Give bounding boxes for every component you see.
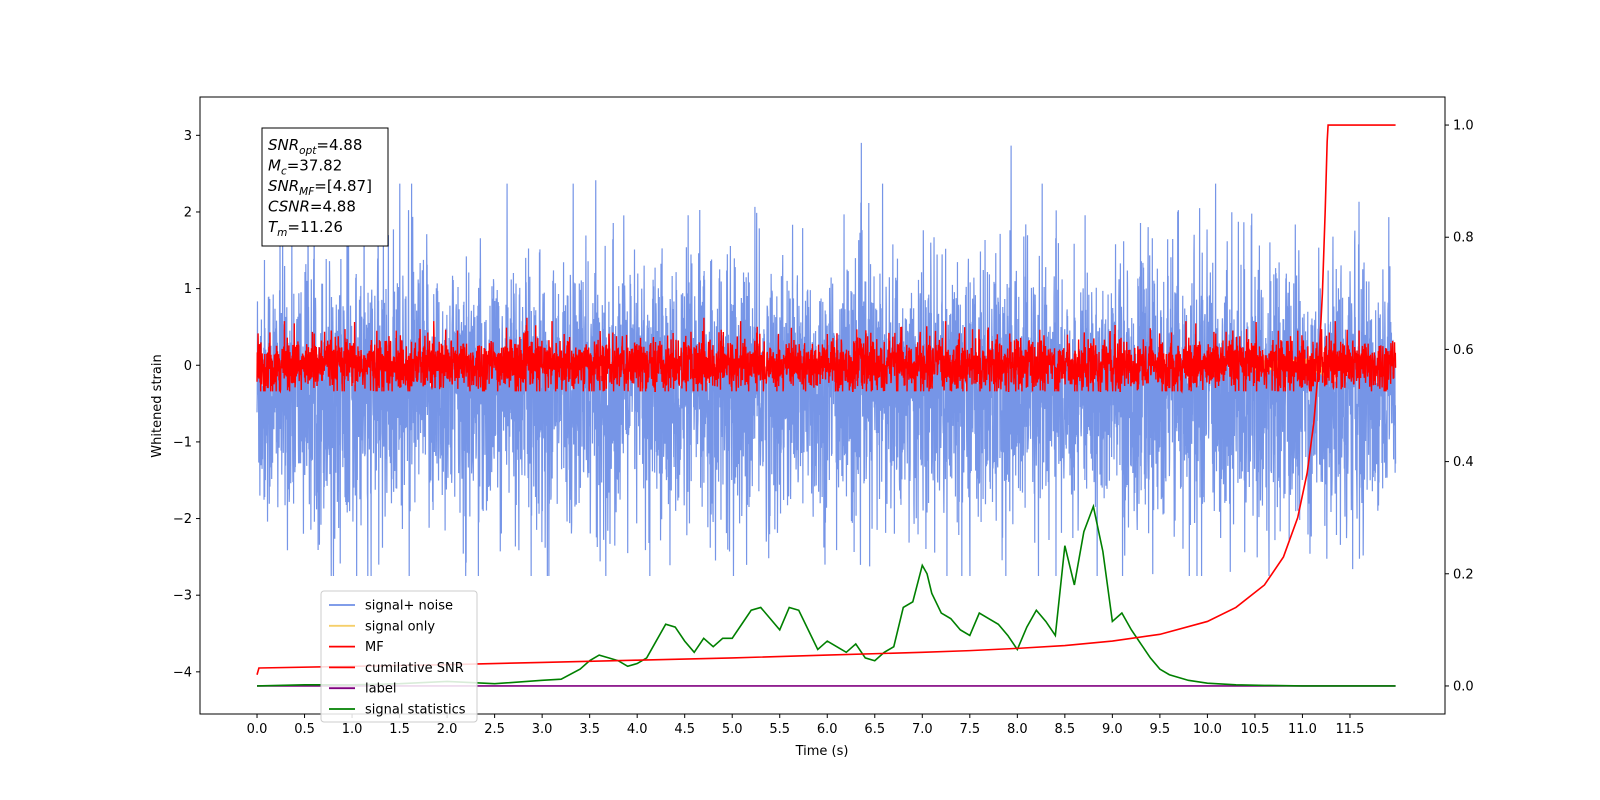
x-tick-label: 9.0 bbox=[1102, 722, 1123, 737]
legend-box bbox=[320, 590, 478, 723]
annotation-line: Mc=37.82 bbox=[268, 157, 342, 178]
x-tick-label: 3.0 bbox=[532, 722, 553, 737]
x-tick-label: 0.5 bbox=[294, 722, 315, 737]
y-tick-label: −2 bbox=[173, 512, 192, 527]
y2-tick-label: 0.0 bbox=[1453, 679, 1474, 694]
y2-tick-label: 1.0 bbox=[1453, 119, 1474, 134]
stats-annotation: SNRopt=4.88Mc=37.82SNRMF=[4.87]CSNR=4.88… bbox=[261, 127, 389, 247]
y-tick-label: 0 bbox=[184, 359, 192, 374]
y-tick-label: 2 bbox=[184, 205, 192, 220]
x-axis-label: Time (s) bbox=[795, 744, 849, 759]
legend-entry: signal only bbox=[365, 619, 435, 634]
y-tick-label: −1 bbox=[173, 435, 192, 450]
series-mf bbox=[256, 317, 1397, 394]
x-tick-label: 6.5 bbox=[864, 722, 885, 737]
annotation-box bbox=[261, 127, 389, 247]
series-signal-statistics bbox=[257, 503, 1396, 687]
legend-entry: label bbox=[365, 682, 396, 697]
x-tick-label: 8.0 bbox=[1007, 722, 1028, 737]
y2-tick-label: 0.2 bbox=[1453, 567, 1474, 582]
y2-tick-label: 0.6 bbox=[1453, 343, 1474, 358]
x-tick-label: 7.5 bbox=[959, 722, 980, 737]
x-tick-label: 9.5 bbox=[1150, 722, 1171, 737]
y2-tick-label: 0.8 bbox=[1453, 231, 1474, 246]
x-tick-label: 0.0 bbox=[247, 722, 268, 737]
y-tick-label: 3 bbox=[184, 129, 192, 144]
x-tick-label: 1.5 bbox=[389, 722, 410, 737]
legend-entry: signal+ noise bbox=[365, 599, 453, 614]
x-tick-label: 2.5 bbox=[484, 722, 505, 737]
x-tick-label: 5.5 bbox=[769, 722, 790, 737]
y2-axis: 1.0 0.8 0.6 0.4 0.2 0.0 bbox=[1445, 119, 1474, 694]
y-tick-label: −3 bbox=[173, 589, 192, 604]
legend-entry: MF bbox=[365, 640, 384, 655]
y2-tick-label: 0.4 bbox=[1453, 455, 1474, 470]
series-cumulative-snr bbox=[256, 124, 1396, 675]
annotation-line: CSNR=4.88 bbox=[268, 198, 356, 216]
y-axis: 3 2 1 0 −1 −2 −3 −4 bbox=[173, 129, 200, 680]
x-tick-label: 11.0 bbox=[1288, 722, 1317, 737]
x-tick-label: 8.5 bbox=[1055, 722, 1076, 737]
x-axis: 0.0 0.5 1.0 1.5 2.0 2.5 3.0 3.5 4.0 4.5 5.0 5.5 6.0 6… bbox=[247, 714, 1364, 737]
x-tick-label: 10.5 bbox=[1240, 722, 1269, 737]
x-tick-label: 4.0 bbox=[627, 722, 648, 737]
legend-entry: cumilative SNR bbox=[365, 661, 464, 676]
x-tick-label: 7.0 bbox=[912, 722, 933, 737]
legend: signal+ noise signal only MF cumilative SNR… bbox=[320, 590, 478, 723]
x-tick-label: 4.5 bbox=[674, 722, 695, 737]
x-tick-label: 10.0 bbox=[1193, 722, 1222, 737]
y-axis-label: Whitened strain bbox=[150, 354, 165, 457]
x-tick-label: 1.0 bbox=[342, 722, 363, 737]
x-tick-label: 6.0 bbox=[817, 722, 838, 737]
x-tick-label: 11.5 bbox=[1335, 722, 1364, 737]
x-tick-label: 3.5 bbox=[579, 722, 600, 737]
legend-entry: signal statistics bbox=[365, 703, 466, 718]
y-tick-label: −4 bbox=[173, 665, 192, 680]
y-tick-label: 1 bbox=[184, 282, 192, 297]
plot-frame bbox=[199, 96, 1446, 715]
annotation-line: Tm=11.26 bbox=[268, 218, 343, 239]
annotation-line: SNRopt=4.88 bbox=[268, 136, 362, 157]
annotation-line: SNRMF=[4.87] bbox=[268, 177, 372, 198]
x-tick-label: 2.0 bbox=[437, 722, 458, 737]
x-tick-label: 5.0 bbox=[722, 722, 743, 737]
